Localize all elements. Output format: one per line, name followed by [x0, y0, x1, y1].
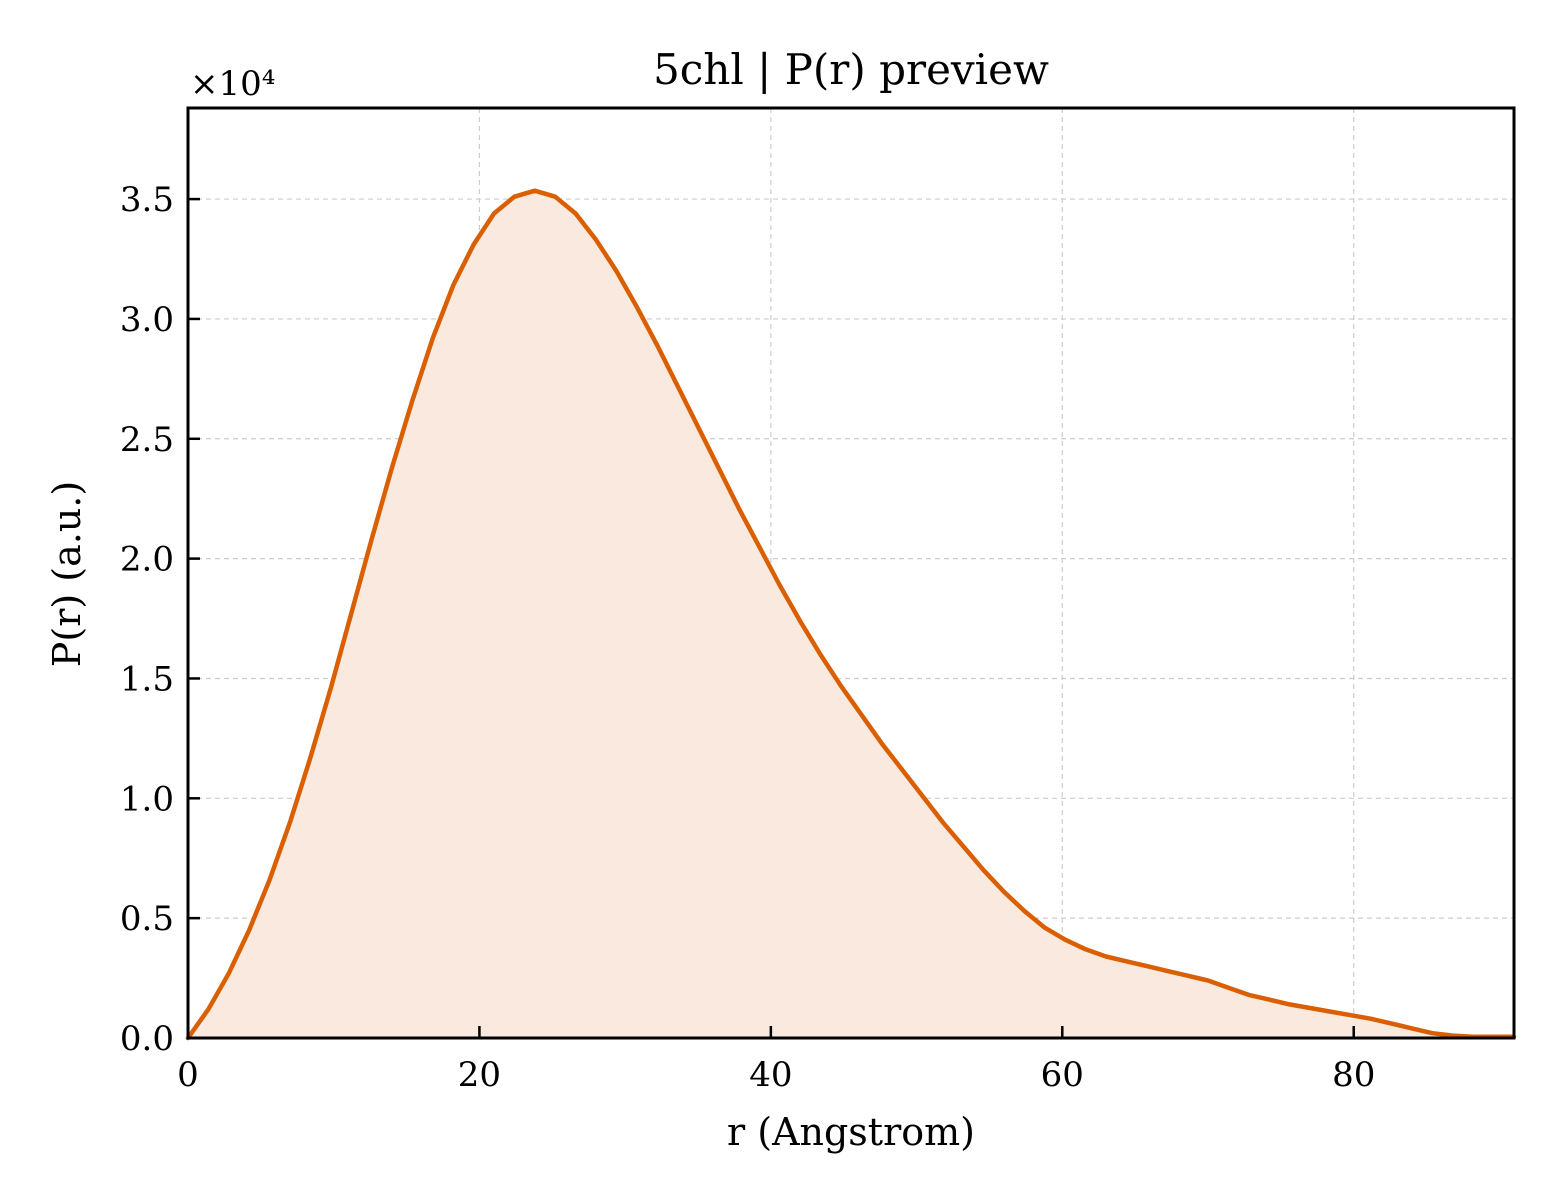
y-tick-label: 0.5 — [120, 899, 174, 939]
area-layer — [188, 190, 1514, 1038]
pr-area-fill — [188, 190, 1514, 1038]
y-tick-label: 0.0 — [120, 1019, 174, 1059]
x-tick-label: 40 — [749, 1055, 792, 1095]
x-tick-label: 0 — [177, 1055, 199, 1095]
pr-line — [185, 188, 1517, 1041]
y-tick-label: 1.5 — [120, 659, 174, 699]
y-tick-label: 1.0 — [120, 779, 174, 819]
x-tick-label: 60 — [1041, 1055, 1084, 1095]
y-axis-multiplier: ×10⁴ — [190, 64, 275, 104]
x-tick-label: 20 — [458, 1055, 501, 1095]
tick-layer: 0 20 40 60 80 0.0 0.5 1.0 1.5 2.0 2.5 3.0 3.5 — [120, 180, 1375, 1095]
y-tick-label: 3.5 — [120, 180, 174, 220]
y-tick-label: 3.0 — [120, 300, 174, 340]
y-tick-label: 2.0 — [120, 540, 174, 580]
x-axis-label: r (Angstrom) — [727, 1110, 975, 1154]
y-axis-label: P(r) (a.u.) — [45, 481, 89, 667]
chart-title: 5chl | P(r) preview — [653, 45, 1049, 94]
line-layer — [185, 188, 1517, 1041]
plot-frame — [186, 106, 1516, 1040]
x-tick-label: 80 — [1332, 1055, 1375, 1095]
y-tick-label: 2.5 — [120, 420, 174, 460]
